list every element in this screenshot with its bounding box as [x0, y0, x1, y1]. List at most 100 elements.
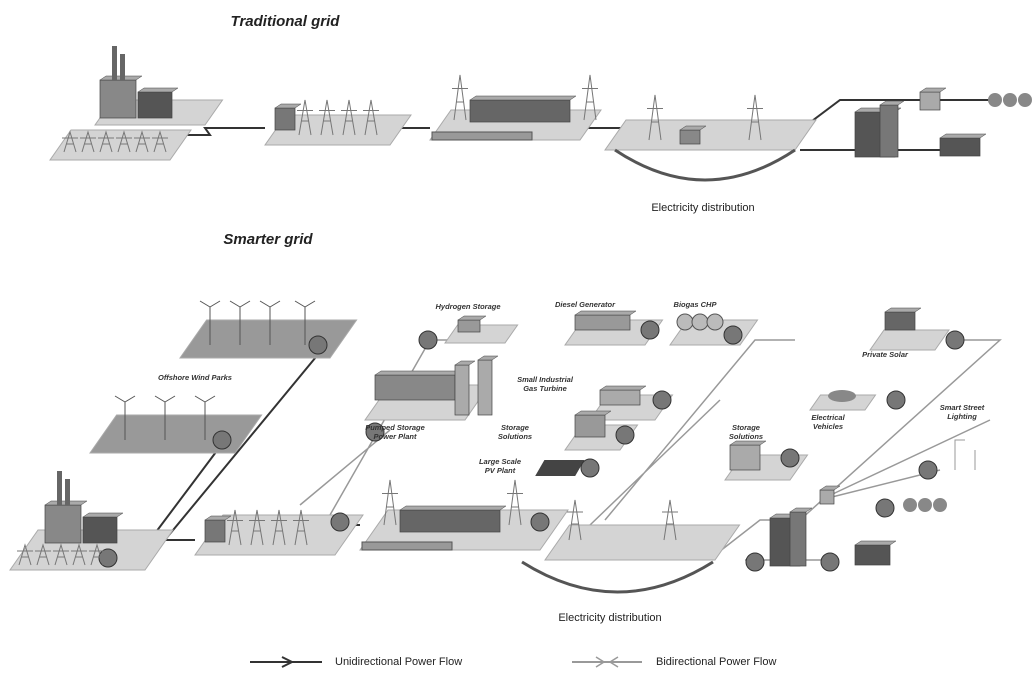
roof — [820, 486, 840, 490]
node-label: Private Solar — [862, 350, 909, 359]
turbine-blades — [260, 301, 280, 319]
house — [903, 498, 917, 512]
roof — [375, 371, 461, 375]
building — [83, 517, 117, 543]
turbine-blades — [200, 301, 220, 319]
node-label: Large Scale — [479, 457, 521, 466]
meter — [213, 431, 231, 449]
turbine-blades — [295, 301, 315, 319]
building — [575, 415, 605, 437]
tank — [692, 314, 708, 330]
building — [680, 130, 700, 144]
grid-diagram: Traditional grid Electricity distributio… — [0, 0, 1036, 682]
roof — [855, 541, 896, 545]
meter — [309, 336, 327, 354]
house — [1018, 93, 1032, 107]
house — [933, 498, 947, 512]
meter — [919, 461, 937, 479]
platform — [545, 525, 740, 560]
traditional-title: Traditional grid — [231, 13, 341, 30]
distribution-caption: Electricity distribution — [558, 612, 661, 624]
node-label: PV Plant — [485, 466, 516, 475]
building — [138, 92, 172, 118]
building — [205, 520, 225, 542]
node-label: Smart Street — [940, 403, 985, 412]
building — [470, 100, 570, 122]
meter — [653, 391, 671, 409]
node-label: Power Plant — [374, 432, 417, 441]
roof — [730, 441, 766, 445]
roof — [275, 104, 301, 108]
building — [790, 512, 806, 566]
roof — [83, 513, 123, 517]
train — [362, 542, 452, 550]
building — [575, 315, 630, 330]
platform — [445, 325, 518, 343]
legend-label: Bidirectional Power Flow — [656, 656, 776, 668]
meter — [876, 499, 894, 517]
building — [45, 505, 81, 543]
roof — [458, 316, 486, 320]
house — [1003, 93, 1017, 107]
turbine-blades — [230, 301, 250, 319]
building — [458, 320, 480, 332]
node-label: Solutions — [729, 432, 763, 441]
house — [918, 498, 932, 512]
building — [730, 445, 760, 470]
node-label: Solutions — [498, 432, 532, 441]
building — [855, 545, 890, 565]
meter — [99, 549, 117, 567]
platform — [870, 330, 949, 350]
meter — [641, 321, 659, 339]
distribution-caption: Electricity distribution — [651, 202, 754, 214]
meter — [419, 331, 437, 349]
meter — [781, 449, 799, 467]
turbine-blades — [115, 396, 135, 414]
node-label: Storage — [732, 423, 760, 432]
legend-label: Unidirectional Power Flow — [335, 656, 462, 668]
platform — [90, 415, 262, 453]
smarter-title: Smarter grid — [223, 231, 313, 248]
chimney — [57, 471, 62, 505]
meter — [746, 553, 764, 571]
legend: Unidirectional Power Flow Bidirectional … — [250, 656, 776, 668]
roof — [138, 88, 178, 92]
building — [920, 92, 940, 110]
roof — [940, 134, 986, 138]
node-label: Vehicles — [813, 422, 843, 431]
node-label: Diesel Generator — [555, 300, 616, 309]
meter — [581, 459, 599, 477]
meter — [616, 426, 634, 444]
roof — [455, 361, 475, 365]
roof — [478, 356, 498, 360]
node-label: Pumped Storage — [365, 423, 425, 432]
meter — [531, 513, 549, 531]
roof — [600, 386, 646, 390]
meter — [724, 326, 742, 344]
train — [432, 132, 532, 140]
building — [940, 138, 980, 156]
roof — [885, 308, 921, 312]
node-label: Hydrogen Storage — [435, 302, 500, 311]
turbine-blades — [155, 396, 175, 414]
node-label: Storage — [501, 423, 529, 432]
building — [600, 390, 640, 405]
chimney — [120, 54, 125, 80]
vehicle — [828, 390, 856, 402]
building — [455, 365, 469, 415]
building — [478, 360, 492, 415]
tank — [707, 314, 723, 330]
illustration — [10, 46, 1032, 592]
distribution-arc — [522, 562, 713, 592]
roof — [470, 96, 576, 100]
building — [880, 105, 898, 157]
roof — [575, 411, 611, 415]
meter — [946, 331, 964, 349]
meter — [331, 513, 349, 531]
building — [375, 375, 455, 400]
house — [988, 93, 1002, 107]
node-label: Small Industrial — [517, 375, 574, 384]
building — [100, 80, 136, 118]
turbine-blades — [195, 396, 215, 414]
platform — [180, 320, 357, 358]
